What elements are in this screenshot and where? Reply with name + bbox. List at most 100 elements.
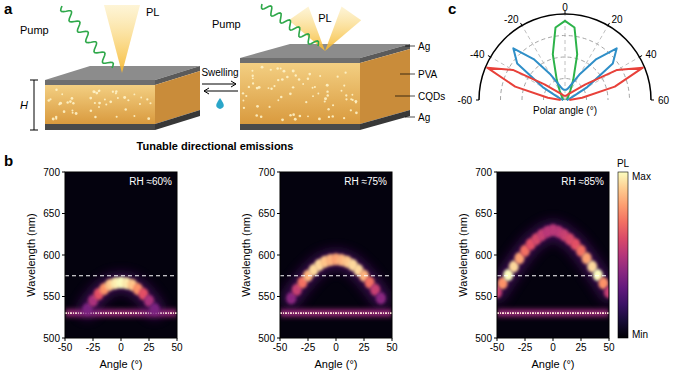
cqd-dot xyxy=(109,101,112,104)
y-tick xyxy=(494,255,497,256)
y-tick xyxy=(62,213,65,214)
y-tick xyxy=(494,296,497,297)
y-tick-label: 500 xyxy=(43,333,60,344)
cqd-dot xyxy=(289,93,292,96)
cqd-dot xyxy=(260,115,263,118)
y-tick-label: 700 xyxy=(43,167,60,178)
cqd-dot xyxy=(277,79,279,81)
x-tick-label: 25 xyxy=(358,342,370,353)
cqd-dot xyxy=(98,102,101,105)
y-tick xyxy=(62,172,65,173)
cqd-dot xyxy=(127,99,129,101)
cqd-dot xyxy=(292,70,295,73)
pva-layer xyxy=(240,63,360,124)
cqd-dot xyxy=(255,114,258,117)
annotation: RH ≈85% xyxy=(561,176,604,187)
cqd-dot xyxy=(89,97,92,100)
y-tick-label: 600 xyxy=(258,250,275,261)
x-tick xyxy=(149,338,150,341)
cqd-dot xyxy=(270,88,272,90)
y-tick-label: 550 xyxy=(475,291,492,302)
label: Ag xyxy=(418,112,430,123)
series-line xyxy=(487,68,643,100)
x-tick xyxy=(308,338,309,341)
x-tick-label: 0 xyxy=(562,2,568,13)
cqd-dot xyxy=(146,98,148,100)
y-tick xyxy=(62,255,65,256)
x-tick xyxy=(121,338,122,341)
cqd-dot xyxy=(326,90,328,92)
x-tick-label: -40 xyxy=(470,49,485,60)
leader-line xyxy=(395,96,415,97)
plot-area xyxy=(65,276,177,315)
cqd-dot xyxy=(94,102,96,104)
cqd-dot xyxy=(245,95,247,97)
label: Ag xyxy=(418,41,430,52)
y-tick-label: 550 xyxy=(258,291,275,302)
cqd-dot xyxy=(94,116,97,119)
label: Swelling xyxy=(201,67,238,78)
y-tick xyxy=(62,338,65,339)
cqd-dot xyxy=(55,118,57,120)
cqd-dot xyxy=(344,72,346,74)
x-tick xyxy=(581,338,582,341)
y-tick xyxy=(277,296,280,297)
x-tick-label: -25 xyxy=(301,342,316,353)
cqd-dot xyxy=(345,94,347,96)
arrow xyxy=(202,81,236,87)
cqd-dot xyxy=(258,86,261,89)
y-tick-label: 650 xyxy=(43,208,60,219)
cqd-dot xyxy=(75,112,78,115)
cqd-dot xyxy=(318,117,321,120)
x-tick xyxy=(177,338,178,341)
cqd-dot xyxy=(243,107,245,109)
y-axis-label: Wavelength (nm) xyxy=(457,213,469,296)
pump-line xyxy=(497,312,609,314)
pl-cell xyxy=(604,286,609,298)
cqd-dot xyxy=(298,78,301,81)
cqd-dot xyxy=(248,86,250,88)
pl-cell xyxy=(150,303,160,315)
leader-line xyxy=(405,46,415,47)
y-tick xyxy=(494,338,497,339)
cqd-dot xyxy=(72,102,74,104)
colorbar-label: PL xyxy=(617,158,630,169)
water-drop xyxy=(216,98,224,109)
cqd-dot xyxy=(242,99,244,101)
x-tick-label: 0 xyxy=(550,342,556,353)
cqd-dot xyxy=(324,100,326,102)
x-tick-label: 60 xyxy=(658,95,670,106)
x-tick-label: -25 xyxy=(518,342,533,353)
y-tick xyxy=(494,213,497,214)
cqd-dot xyxy=(268,106,270,108)
cqd-dot xyxy=(319,75,321,77)
label: PL xyxy=(318,12,331,24)
cqd-dot xyxy=(147,117,150,120)
x-tick-label: 0 xyxy=(333,342,339,353)
cqd-dot xyxy=(252,82,254,84)
cqd-dot xyxy=(327,108,329,110)
cqd-dot xyxy=(59,102,62,105)
side-face xyxy=(155,110,200,130)
cqd-dot xyxy=(72,112,74,114)
cqd-dot xyxy=(105,104,107,106)
cqd-dot xyxy=(112,91,114,93)
y-tick-label: 500 xyxy=(475,333,492,344)
cqd-dot xyxy=(326,84,329,87)
x-tick-label: 20 xyxy=(612,14,624,25)
cqd-dot xyxy=(52,118,55,121)
x-tick-label: -50 xyxy=(273,342,288,353)
x-tick-label: -25 xyxy=(86,342,101,353)
cqd-dot xyxy=(61,93,63,95)
cqd-dot xyxy=(58,103,60,105)
label: Tunable directional emissions xyxy=(137,140,294,152)
cqd-dot xyxy=(292,113,295,116)
height-bracket xyxy=(30,130,38,131)
y-tick xyxy=(62,296,65,297)
cqd-dot xyxy=(47,99,50,102)
pump-beam xyxy=(262,4,319,46)
cqd-dot xyxy=(312,87,314,89)
x-tick xyxy=(525,338,526,341)
x-tick-label: 0 xyxy=(118,342,124,353)
cqd-dot xyxy=(149,102,151,104)
